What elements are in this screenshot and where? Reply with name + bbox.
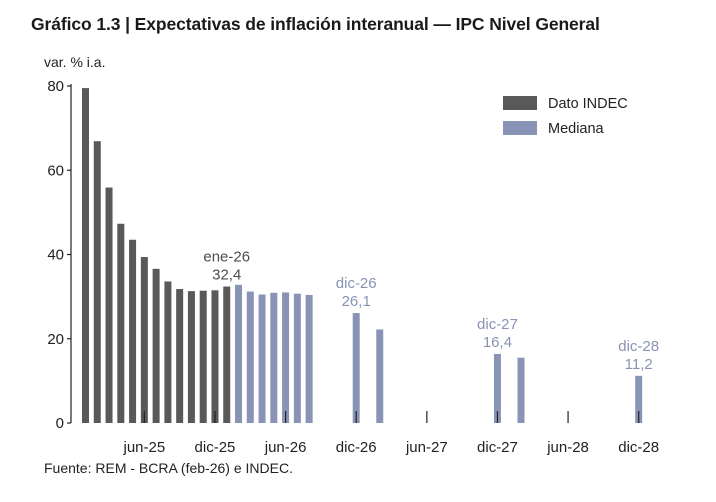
indec-bar-10 [199, 290, 207, 423]
mediana-bar-8 [376, 329, 384, 423]
x-tick-label-4: jun-27 [405, 439, 448, 456]
y-axis: var. % i.a. 0 20 40 60 80 [44, 54, 105, 432]
indec-bar-1 [93, 141, 101, 423]
annotation-value-2: 16,4 [483, 334, 512, 351]
indec-bar-8 [176, 289, 184, 423]
x-tick-label-0: jun-25 [122, 439, 165, 456]
annotation-date-0: ene-26 [203, 249, 250, 266]
x-tick-label-2: jun-26 [264, 439, 307, 456]
annotation-value-0: 32,4 [212, 267, 241, 284]
source-note: Fuente: REM - BCRA (feb-26) e INDEC. [44, 460, 293, 476]
indec-bar-4 [129, 239, 137, 423]
mediana-bar-11 [635, 375, 643, 423]
legend-swatch-1 [503, 121, 537, 135]
annotation-value-3: 11,2 [625, 356, 653, 373]
indec-bar-3 [117, 223, 125, 423]
mediana-bar-10 [517, 357, 525, 423]
mediana-bar-0 [235, 284, 243, 423]
mediana-bar-1 [246, 291, 254, 423]
indec-bar-0 [82, 88, 89, 423]
mediana-bar-9 [493, 353, 501, 423]
y-tick-label-3: 60 [47, 162, 64, 179]
bars-group [82, 88, 643, 423]
legend-swatch-0 [503, 96, 537, 110]
indec-bar-9 [187, 291, 195, 423]
x-tick-label-7: dic-28 [618, 439, 659, 456]
legend-label-1: Mediana [548, 121, 605, 137]
indec-bar-2 [105, 187, 113, 423]
indec-bar-7 [164, 281, 172, 423]
chart-title: Gráfico 1.3 | Expectativas de inflación … [31, 14, 600, 34]
annotation-date-2: dic-27 [477, 316, 518, 333]
mediana-bar-2 [258, 294, 266, 423]
x-axis: jun-25 dic-25 jun-26 dic-26 jun-27 dic-27 jun-… [122, 411, 659, 456]
x-tick-label-1: dic-25 [195, 439, 236, 456]
mediana-bar-7 [352, 313, 360, 423]
x-tick-label-6: jun-28 [546, 439, 589, 456]
x-tick-label-5: dic-27 [477, 439, 518, 456]
annotation-date-1: dic-26 [336, 275, 377, 292]
y-axis-unit-label: var. % i.a. [44, 54, 105, 70]
y-tick-label-0: 0 [56, 415, 64, 432]
x-tick-label-3: dic-26 [336, 439, 377, 456]
indec-bar-11 [211, 290, 219, 423]
indec-bar-12 [223, 286, 231, 423]
annotation-date-3: dic-28 [618, 338, 659, 355]
legend-label-0: Dato INDEC [548, 96, 628, 112]
mediana-bar-6 [305, 294, 313, 423]
mediana-bar-3 [270, 292, 278, 423]
annotation-value-1: 26,1 [342, 293, 371, 310]
indec-bar-5 [140, 257, 148, 423]
y-tick-label-1: 20 [47, 331, 64, 348]
y-tick-label-2: 40 [47, 247, 64, 264]
mediana-bar-4 [282, 292, 290, 423]
legend: Dato INDEC Mediana [503, 96, 628, 137]
indec-bar-6 [152, 268, 160, 423]
mediana-bar-5 [293, 293, 301, 423]
y-tick-label-4: 80 [47, 78, 64, 95]
